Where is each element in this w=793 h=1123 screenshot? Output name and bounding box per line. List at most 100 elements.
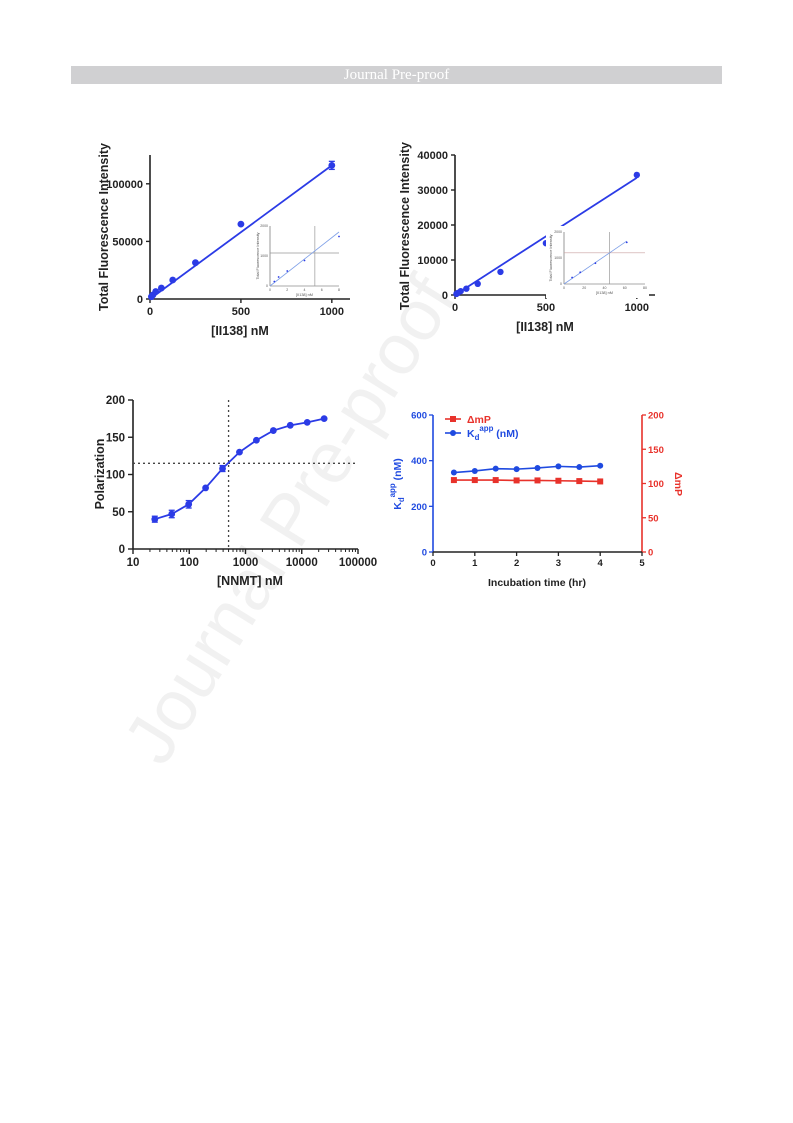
chart-d-point-square bbox=[576, 478, 583, 485]
chart-d-legend-marker bbox=[450, 430, 456, 436]
chart-b-fit-line bbox=[454, 176, 638, 296]
inset-b-x-tick-label: 60 bbox=[623, 286, 627, 290]
chart-c-point bbox=[151, 515, 159, 523]
chart-b-point bbox=[457, 287, 464, 295]
chart-c-y-label: Polarization bbox=[93, 439, 107, 510]
inset-b-x-tick-label: 40 bbox=[603, 286, 607, 290]
inset-a-x-tick-label: 8 bbox=[338, 288, 340, 292]
chart-d-point-circle bbox=[555, 463, 562, 470]
chart-d-legend-marker bbox=[450, 416, 456, 422]
chart-d-right-label: ΔmP bbox=[672, 472, 684, 496]
inset-b-point bbox=[579, 271, 582, 274]
chart-d-x-tick-label: 1 bbox=[472, 558, 478, 569]
journal-header-title: Journal Pre-proof bbox=[343, 67, 450, 83]
chart-b-y-tick-label: 30000 bbox=[417, 185, 448, 197]
chart-c-point bbox=[303, 418, 311, 426]
chart-d-right-tick-label: 50 bbox=[648, 513, 659, 524]
inset-a-x-tick-label: 0 bbox=[269, 288, 271, 292]
chart-a-y-tick-label: 50000 bbox=[112, 236, 143, 248]
chart-d-point-circle bbox=[597, 462, 604, 469]
inset-b-background bbox=[546, 226, 649, 298]
chart-b-point bbox=[474, 280, 481, 287]
chart-d-right-tick-label: 200 bbox=[648, 411, 664, 422]
chart-c-point bbox=[202, 484, 210, 492]
chart-d-right-tick-label: 0 bbox=[648, 548, 653, 559]
chart-b-point bbox=[497, 268, 504, 276]
chart-c-x-tick-label: 1000 bbox=[233, 557, 259, 569]
chart-a-x-tick-label: 0 bbox=[147, 306, 153, 318]
chart-a-point bbox=[152, 288, 160, 295]
chart-b-y-tick-label: 20000 bbox=[417, 220, 448, 232]
inset-a-y-label: Total Fluorescence Intensity bbox=[256, 232, 260, 279]
chart-d-left-tick-label: 200 bbox=[411, 502, 427, 513]
inset-a-x-label: [II138] nM bbox=[296, 293, 313, 297]
chart-d-point-circle bbox=[492, 465, 499, 472]
chart-d-series-line bbox=[453, 464, 601, 474]
chart-c-y-tick-label: 150 bbox=[106, 432, 125, 444]
chart-a-x-tick-label: 1000 bbox=[320, 306, 344, 318]
chart-b-point bbox=[463, 285, 470, 292]
chart-a-y-label: Total Fluorescence Intensity bbox=[97, 143, 111, 311]
chart-d-x-label: Incubation time (hr) bbox=[488, 577, 586, 589]
inset-b-y-tick-label: 0 bbox=[560, 282, 562, 286]
chart-d-right-tick-label: 150 bbox=[648, 445, 664, 456]
chart-d-series-line bbox=[453, 479, 601, 483]
chart-d-group: 0 200 400 600 0 50 100 150 200 0 1 2 3 4 5 Incubation t… bbox=[388, 411, 684, 590]
chart-d-point-circle bbox=[534, 464, 541, 471]
chart-a-point bbox=[157, 284, 165, 292]
chart-c-series-line bbox=[154, 417, 325, 521]
chart-d-legend-label: ΔmP bbox=[467, 414, 491, 426]
inset-b-x-tick-label: 20 bbox=[582, 286, 586, 290]
inset-a-x-tick-label: 2 bbox=[286, 288, 288, 292]
chart-d-point-circle bbox=[513, 466, 520, 473]
chart-c-point bbox=[168, 510, 176, 518]
chart-c-point bbox=[269, 427, 277, 434]
chart-d-right-tick-label: 100 bbox=[648, 479, 664, 490]
inset-b-x-label: [II138] nM bbox=[596, 291, 613, 295]
chart-c-x-tick-label: 100000 bbox=[339, 557, 377, 569]
chart-d-left-tick-label: 400 bbox=[411, 456, 427, 467]
chart-a-x-tick-label: 500 bbox=[232, 306, 250, 318]
chart-b-x-tick-label: 0 bbox=[452, 302, 458, 314]
inset-a-fit-line bbox=[269, 231, 340, 287]
chart-d-left-tick-label: 0 bbox=[422, 548, 427, 559]
inset-b-point bbox=[571, 276, 573, 279]
chart-d-x-tick-label: 0 bbox=[430, 558, 435, 569]
inset-b-x-tick-label: 80 bbox=[643, 286, 647, 290]
inset-b-y-label: Total Fluorescence Intensity bbox=[549, 234, 553, 281]
chart-b-point bbox=[633, 171, 641, 179]
chart-a-y-tick-label: 100000 bbox=[106, 179, 143, 191]
chart-c-point bbox=[236, 448, 243, 456]
inset-b-x-tick-label: 0 bbox=[563, 286, 565, 290]
chart-b-y-tick-label: 10000 bbox=[417, 255, 448, 267]
chart-c-x-tick-label: 10 bbox=[127, 557, 140, 569]
chart-d-x-tick-label: 5 bbox=[639, 558, 645, 569]
chart-d-point-square bbox=[513, 477, 520, 484]
inset-a-point bbox=[286, 270, 289, 272]
chart-a-x-label: [II138] nM bbox=[211, 324, 269, 338]
chart-d-point-square bbox=[450, 477, 457, 484]
chart-a-point bbox=[192, 259, 199, 267]
chart-c-x-tick-label: 100 bbox=[180, 557, 199, 569]
chart-d-left-tick-label: 600 bbox=[411, 411, 427, 422]
journal-header-bar: Journal Pre-proof bbox=[71, 66, 722, 84]
chart-b-y-tick-label: 40000 bbox=[417, 150, 448, 162]
chart-c-point bbox=[286, 421, 294, 429]
chart-d-point-square bbox=[534, 477, 541, 484]
chart-d-x-tick-label: 4 bbox=[598, 558, 604, 569]
chart-d-left-label: Kdapp (nM) bbox=[388, 458, 406, 509]
chart-b-x-tick-label: 500 bbox=[537, 302, 555, 314]
inset-b-y-tick-label: 2000 bbox=[554, 230, 562, 234]
chart-a-point bbox=[169, 276, 177, 284]
chart-d-point-square bbox=[492, 477, 499, 484]
chart-d-x-tick-label: 2 bbox=[514, 558, 519, 569]
chart-d-point-square bbox=[471, 477, 478, 484]
chart-c-point bbox=[253, 436, 260, 444]
inset-a-point bbox=[277, 276, 280, 278]
chart-c-point bbox=[219, 465, 226, 472]
chart-c-y-tick-label: 0 bbox=[119, 544, 125, 556]
inset-b-y-tick-label: 1000 bbox=[554, 256, 562, 260]
chart-a-y-tick-label: 0 bbox=[137, 294, 143, 306]
